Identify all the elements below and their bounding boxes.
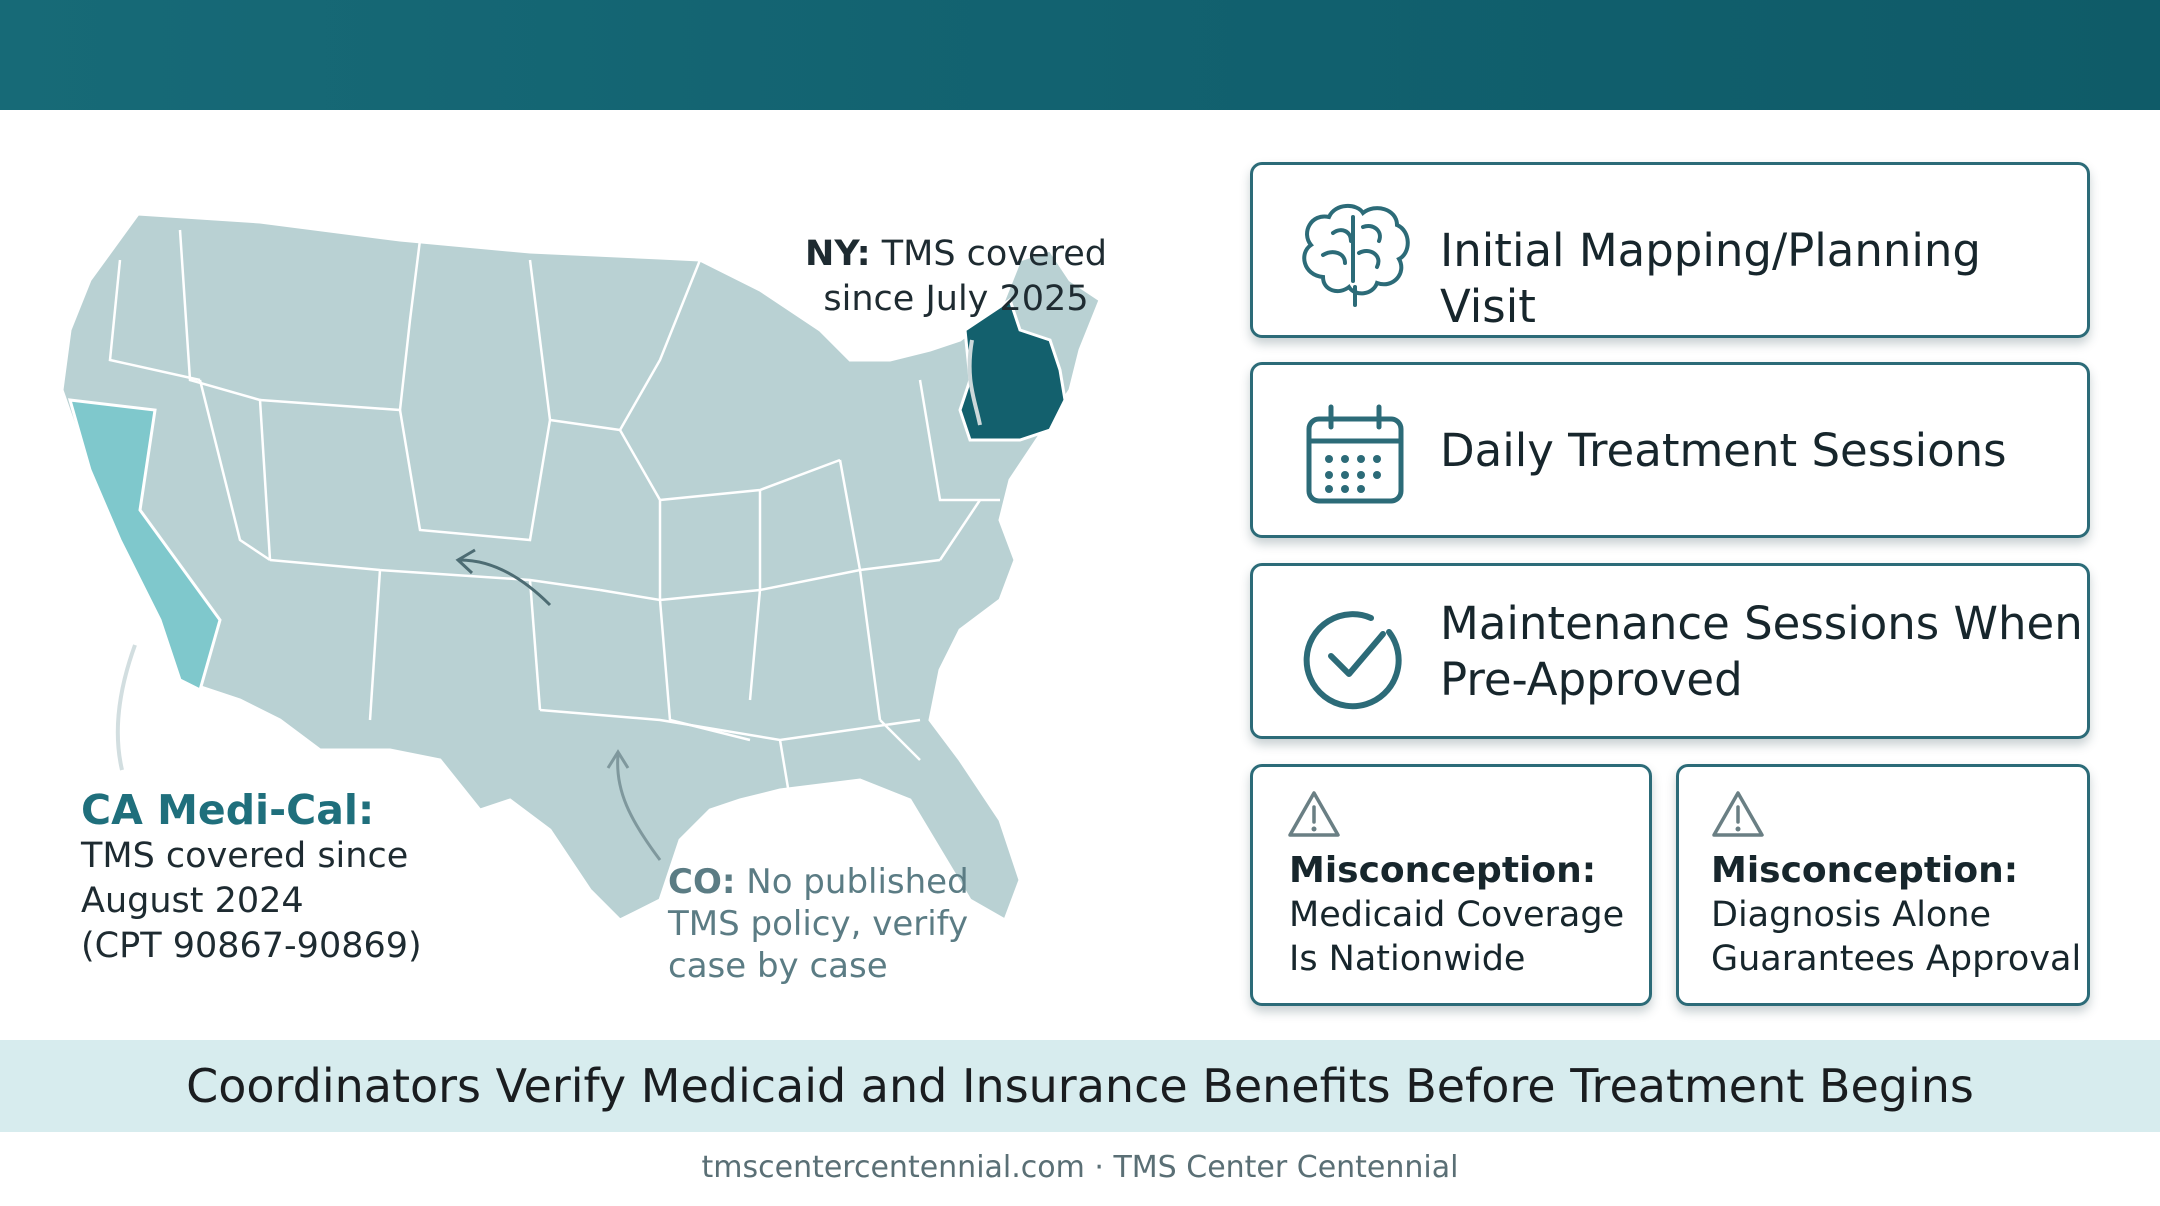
ny-callout: NY: TMS covered since July 2025 (770, 232, 1142, 322)
warning-icon (1288, 791, 1340, 837)
ca-leader-line (115, 644, 137, 771)
us-map (60, 212, 1102, 923)
ca-callout-title: CA Medi-Cal: (81, 786, 375, 834)
co-callout-line3: case by case (668, 946, 888, 986)
tx-arrow-head (606, 749, 630, 769)
misconception-1-line2: Is Nationwide (1289, 939, 1526, 979)
top-header-bar (0, 0, 2160, 110)
misconception-card-nationwide: Misconception: Medicaid Coverage Is Nati… (1250, 764, 1652, 1006)
misconception-2-title: Misconception: (1711, 850, 2019, 891)
misconception-1-line1: Medicaid Coverage (1289, 895, 1625, 935)
ca-callout-line1: TMS covered since (81, 836, 409, 876)
misconception-1-title: Misconception: (1289, 850, 1597, 891)
footer-credit: tmscentercentennial.com · TMS Center Cen… (701, 1150, 1459, 1185)
bottom-banner: Coordinators Verify Medicaid and Insuran… (0, 1040, 2160, 1132)
california-state (67, 398, 222, 693)
card-maintenance-label-line1: Maintenance Sessions When (1440, 597, 2083, 650)
ny-callout-line2: since July 2025 (823, 279, 1089, 319)
brain-icon (1302, 204, 1410, 307)
ny-callout-title: NY: (805, 234, 871, 274)
calendar-icon (1306, 404, 1404, 504)
card-initial-mapping: Initial Mapping/Planning Visit (1250, 162, 2090, 338)
misconception-2-line1: Diagnosis Alone (1711, 895, 1992, 935)
co-arrow (459, 558, 552, 607)
co-callout-title: CO: (668, 862, 736, 902)
check-circle-icon (1303, 611, 1402, 710)
state-borders (108, 229, 1000, 801)
ca-callout: CA Medi-Cal: TMS covered since August 20… (81, 786, 501, 969)
co-callout: CO: No published TMS policy, verify case… (668, 861, 998, 987)
misconception-2-line2: Guarantees Approval (1711, 939, 2082, 979)
card-daily-sessions: Daily Treatment Sessions (1250, 362, 2090, 538)
tx-leader-line (616, 754, 662, 861)
card-maintenance-sessions: Maintenance Sessions When Pre-Approved (1250, 563, 2090, 739)
card-initial-mapping-label: Initial Mapping/Planning Visit (1440, 224, 1981, 333)
co-arrow-head (455, 548, 476, 575)
card-maintenance-label-line2: Pre-Approved (1440, 653, 1743, 706)
co-callout-line1: No published (746, 862, 969, 902)
bottom-banner-text: Coordinators Verify Medicaid and Insuran… (186, 1059, 1974, 1113)
card-daily-sessions-label: Daily Treatment Sessions (1440, 424, 2007, 477)
ca-callout-line3: (CPT 90867-90869) (81, 926, 422, 966)
us-mainland-shape (60, 212, 1102, 923)
new-york-state (958, 297, 1067, 442)
co-callout-line2: TMS policy, verify (668, 904, 969, 944)
ny-leader-line (967, 339, 982, 426)
warning-icon (1712, 791, 1764, 837)
ny-callout-line1: TMS covered (881, 234, 1107, 274)
misconception-card-diagnosis: Misconception: Diagnosis Alone Guarantee… (1676, 764, 2090, 1006)
ca-callout-line2: August 2024 (81, 881, 304, 921)
